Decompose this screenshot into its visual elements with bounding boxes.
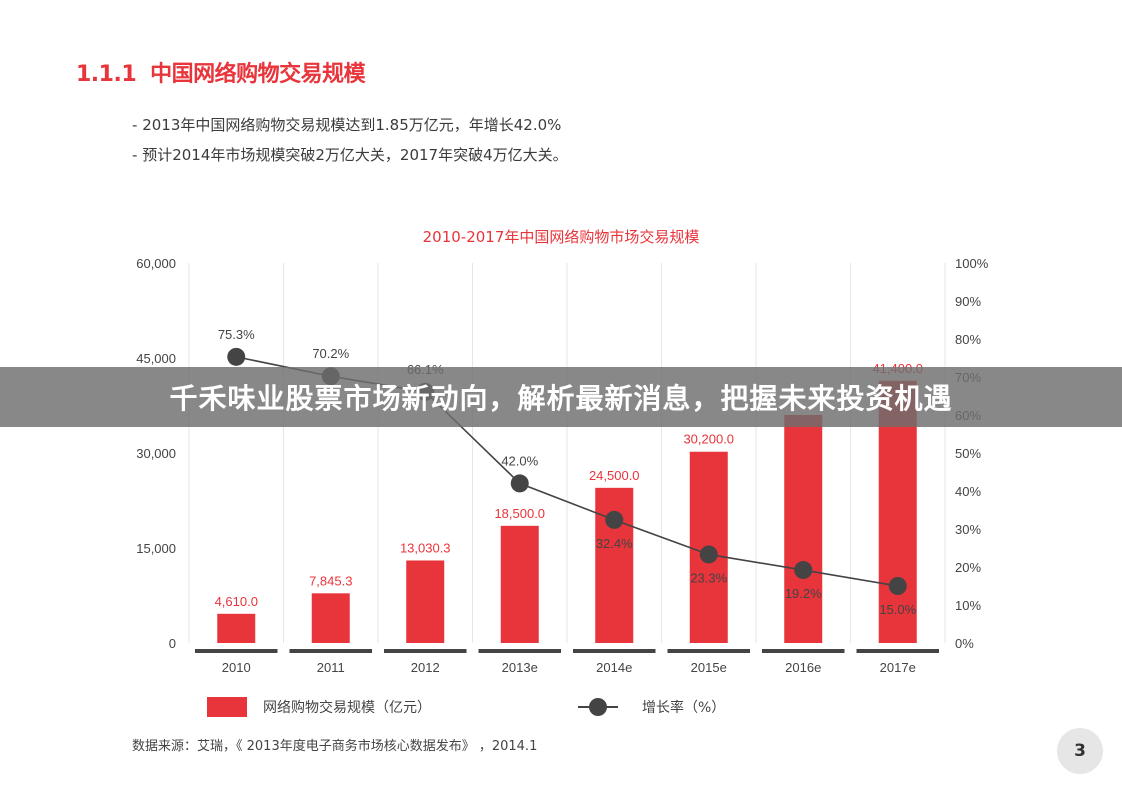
- growth-point: [227, 347, 246, 366]
- bullet-item: 2013年中国网络购物交易规模达到1.85万亿元，年增长42.0%: [132, 110, 568, 140]
- y-right-tick-label: 30%: [955, 522, 981, 537]
- category-baseline: [384, 649, 467, 653]
- bullet-item: 预计2014年市场规模突破2万亿大关，2017年突破4万亿大关。: [132, 140, 567, 170]
- growth-point: [794, 561, 813, 580]
- category-baseline: [667, 649, 750, 653]
- line-data-label: 32.4%: [596, 536, 633, 551]
- bar: [406, 560, 445, 643]
- legend-bar-item: 网络购物交易规模（亿元）: [207, 697, 431, 717]
- banner-text: 千禾味业股票市场新动向，解析最新消息，把握未来投资机遇: [169, 382, 953, 415]
- section-title: 1.1.1 中国网络购物交易规模: [76, 56, 366, 88]
- section-title-text: 中国网络购物交易规模: [150, 62, 366, 87]
- section-number: 1.1.1: [76, 62, 137, 87]
- category-baseline: [289, 649, 372, 653]
- bar-data-label: 7,845.3: [309, 573, 352, 588]
- bar-data-label: 30,200.0: [683, 432, 734, 447]
- y-left-tick-label: 60,000: [136, 256, 176, 271]
- chart-title: 2010-2017年中国网络购物市场交易规模: [422, 228, 700, 246]
- y-right-tick-label: 10%: [955, 598, 981, 613]
- growth-point: [888, 577, 907, 595]
- x-tick-label: 2014e: [596, 660, 632, 675]
- bar: [784, 415, 823, 643]
- y-right-tick-label: 90%: [955, 294, 981, 309]
- bar: [217, 613, 256, 643]
- page-number-badge: 3: [1057, 728, 1103, 774]
- x-tick-label: 2012: [411, 660, 440, 675]
- legend-line-item: 增长率（%）: [578, 697, 725, 717]
- bar-data-label: 13,030.3: [400, 540, 451, 555]
- y-left-tick-label: 15,000: [136, 541, 176, 556]
- category-baseline: [573, 649, 656, 653]
- y-right-tick-label: 0%: [955, 636, 974, 651]
- legend-line-label: 增长率（%）: [642, 700, 726, 716]
- y-right-tick-label: 80%: [955, 332, 981, 347]
- growth-point: [510, 474, 529, 493]
- bar-data-label: 18,500.0: [494, 506, 545, 521]
- y-right-tick-label: 40%: [955, 484, 981, 499]
- headline-banner: 千禾味业股票市场新动向，解析最新消息，把握未来投资机遇: [0, 367, 1122, 427]
- x-tick-label: 2010: [222, 660, 251, 675]
- data-source: 数据来源：艾瑞，《 2013年度电子商务市场核心数据发布》 ，2014.1: [132, 739, 538, 754]
- bar: [311, 593, 350, 643]
- bar-data-label: 4,610.0: [215, 594, 258, 609]
- y-right-tick-label: 50%: [955, 446, 981, 461]
- line-data-label: 19.2%: [785, 586, 822, 601]
- category-baseline: [478, 649, 561, 653]
- line-data-label: 70.2%: [312, 346, 349, 361]
- category-baseline: [856, 649, 939, 653]
- line-data-label: 75.3%: [218, 327, 255, 342]
- summary-bullets: 2013年中国网络购物交易规模达到1.85万亿元，年增长42.0% 预计2014…: [132, 110, 568, 170]
- line-data-label: 23.3%: [690, 570, 727, 585]
- x-tick-label: 2017e: [880, 660, 916, 675]
- growth-point: [605, 510, 624, 529]
- growth-point: [699, 545, 718, 564]
- x-tick-label: 2016e: [785, 660, 821, 675]
- legend-bar-swatch: [207, 697, 247, 717]
- category-baseline: [195, 649, 278, 653]
- bar: [500, 525, 539, 643]
- y-left-tick-label: 45,000: [136, 351, 176, 366]
- line-data-label: 42.0%: [501, 453, 538, 468]
- y-left-tick-label: 30,000: [136, 446, 176, 461]
- y-left-tick-label: 0: [169, 636, 176, 651]
- y-right-tick-label: 100%: [955, 256, 989, 271]
- line-data-label: 15.0%: [879, 602, 916, 617]
- category-baseline: [762, 649, 845, 653]
- x-tick-label: 2015e: [691, 660, 727, 675]
- x-tick-label: 2013e: [502, 660, 538, 675]
- y-right-tick-label: 20%: [955, 560, 981, 575]
- legend-bar-label: 网络购物交易规模（亿元）: [263, 700, 431, 716]
- x-tick-label: 2011: [317, 660, 345, 675]
- bar-data-label: 24,500.0: [589, 468, 640, 483]
- legend-line-swatch: [578, 697, 618, 717]
